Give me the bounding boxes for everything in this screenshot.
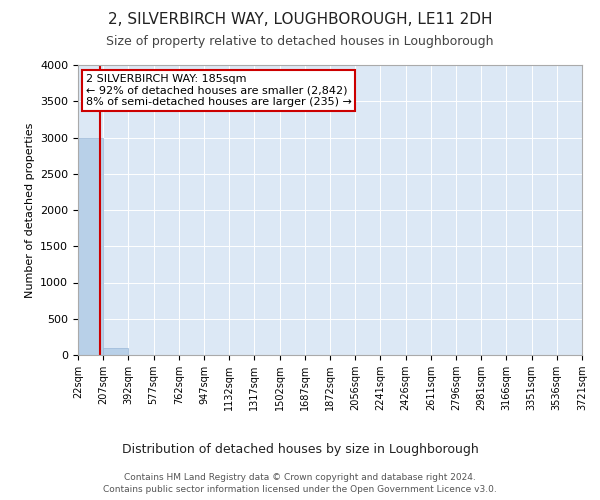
- Text: 2, SILVERBIRCH WAY, LOUGHBOROUGH, LE11 2DH: 2, SILVERBIRCH WAY, LOUGHBOROUGH, LE11 2…: [108, 12, 492, 28]
- Text: 2 SILVERBIRCH WAY: 185sqm
← 92% of detached houses are smaller (2,842)
8% of sem: 2 SILVERBIRCH WAY: 185sqm ← 92% of detac…: [86, 74, 352, 107]
- Bar: [78, 138, 103, 355]
- Bar: [103, 348, 128, 355]
- Text: Contains public sector information licensed under the Open Government Licence v3: Contains public sector information licen…: [103, 485, 497, 494]
- Text: Distribution of detached houses by size in Loughborough: Distribution of detached houses by size …: [122, 442, 478, 456]
- Text: Size of property relative to detached houses in Loughborough: Size of property relative to detached ho…: [106, 35, 494, 48]
- Y-axis label: Number of detached properties: Number of detached properties: [25, 122, 35, 298]
- Text: Contains HM Land Registry data © Crown copyright and database right 2024.: Contains HM Land Registry data © Crown c…: [124, 472, 476, 482]
